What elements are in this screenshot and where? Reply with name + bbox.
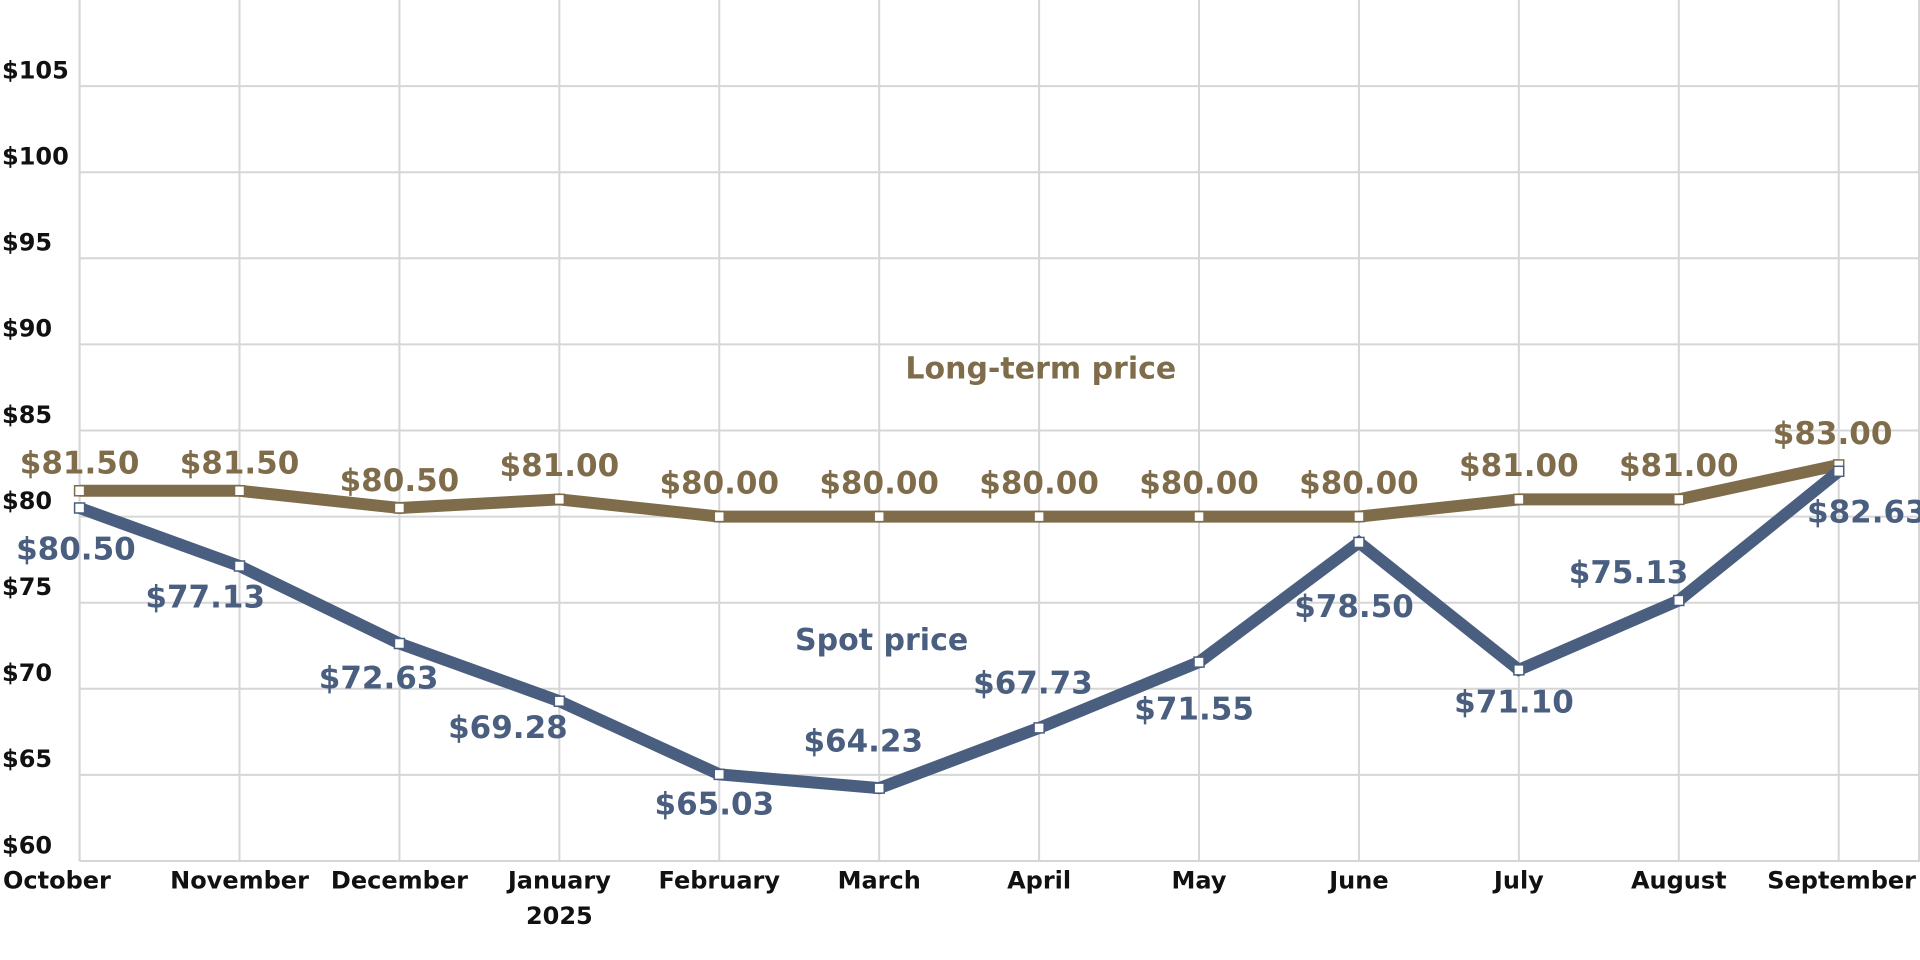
year-label: 2025 xyxy=(526,902,593,930)
point-marker xyxy=(1193,656,1205,668)
x-tick-label: July xyxy=(1492,867,1544,895)
x-tick-label: March xyxy=(838,867,921,895)
y-tick-label: $105 xyxy=(2,56,69,84)
point-marker xyxy=(873,782,885,794)
point-marker xyxy=(1513,493,1525,506)
y-tick-label: $100 xyxy=(2,143,69,171)
point-marker xyxy=(233,485,246,497)
y-tick-label: $90 xyxy=(2,315,52,343)
point-marker xyxy=(553,695,566,707)
series-line xyxy=(79,459,1840,523)
value-label: $65.03 xyxy=(655,787,775,823)
x-tick-label: December xyxy=(331,867,468,895)
value-label: $72.63 xyxy=(319,661,439,697)
value-label: $81.00 xyxy=(1459,448,1579,484)
value-label: $64.23 xyxy=(803,723,923,759)
y-tick-label: $70 xyxy=(2,659,52,687)
series-line xyxy=(77,466,1843,795)
x-tick-label: June xyxy=(1327,867,1388,895)
value-label: $80.00 xyxy=(819,465,939,501)
series-label: Long-term price xyxy=(905,351,1176,386)
point-marker xyxy=(1033,510,1045,523)
value-label: $80.00 xyxy=(979,465,1099,501)
x-tick-label: November xyxy=(170,867,309,895)
value-label: $71.10 xyxy=(1454,685,1574,721)
point-marker xyxy=(1353,536,1365,549)
value-label: $81.50 xyxy=(20,446,140,482)
point-marker xyxy=(73,485,86,497)
value-label: $81.00 xyxy=(500,448,620,484)
x-tick-label: September xyxy=(1767,867,1916,895)
point-marker xyxy=(233,560,246,572)
value-label: $81.50 xyxy=(180,446,300,482)
x-tick-label: October xyxy=(3,867,111,895)
value-label: $67.73 xyxy=(973,666,1093,702)
y-tick-label: $85 xyxy=(2,401,52,429)
grid xyxy=(78,0,1920,862)
point-marker xyxy=(393,502,406,514)
point-marker xyxy=(713,510,726,523)
value-label: $80.00 xyxy=(659,465,779,501)
value-label: $83.00 xyxy=(1773,416,1893,452)
value-label: $80.00 xyxy=(1139,465,1259,501)
point-marker xyxy=(1673,594,1685,607)
y-tick-label: $65 xyxy=(2,745,52,773)
point-marker xyxy=(873,510,885,523)
value-label: $69.28 xyxy=(448,710,568,746)
value-label: $71.55 xyxy=(1134,692,1254,728)
x-tick-label: August xyxy=(1631,867,1727,895)
value-label: $78.50 xyxy=(1294,589,1414,625)
x-tick-label: January xyxy=(506,867,611,895)
point-marker xyxy=(713,768,726,781)
point-marker xyxy=(1193,510,1205,523)
point-marker xyxy=(73,502,86,514)
value-label: $81.00 xyxy=(1619,448,1739,484)
value-label: $80.50 xyxy=(340,463,460,499)
point-marker xyxy=(393,637,406,650)
point-marker xyxy=(1513,664,1525,676)
x-tick-label: February xyxy=(659,867,781,895)
value-label: $77.13 xyxy=(145,580,265,616)
series-label: Spot price xyxy=(795,623,968,658)
y-tick-label: $95 xyxy=(2,229,52,257)
value-label: $80.00 xyxy=(1299,465,1419,501)
point-marker xyxy=(1832,465,1845,478)
value-label: $75.13 xyxy=(1569,555,1689,591)
x-tick-label: April xyxy=(1007,867,1071,895)
x-tick-label: May xyxy=(1172,867,1227,895)
point-marker xyxy=(1033,722,1045,734)
point-marker xyxy=(1673,493,1685,506)
y-tick-label: $75 xyxy=(2,573,52,601)
point-marker xyxy=(553,493,566,506)
point-marker xyxy=(1353,510,1365,523)
y-tick-label: $60 xyxy=(2,831,52,859)
value-label: $82.63 xyxy=(1807,495,1920,531)
value-label: $80.50 xyxy=(16,531,136,567)
y-tick-label: $80 xyxy=(2,487,52,515)
